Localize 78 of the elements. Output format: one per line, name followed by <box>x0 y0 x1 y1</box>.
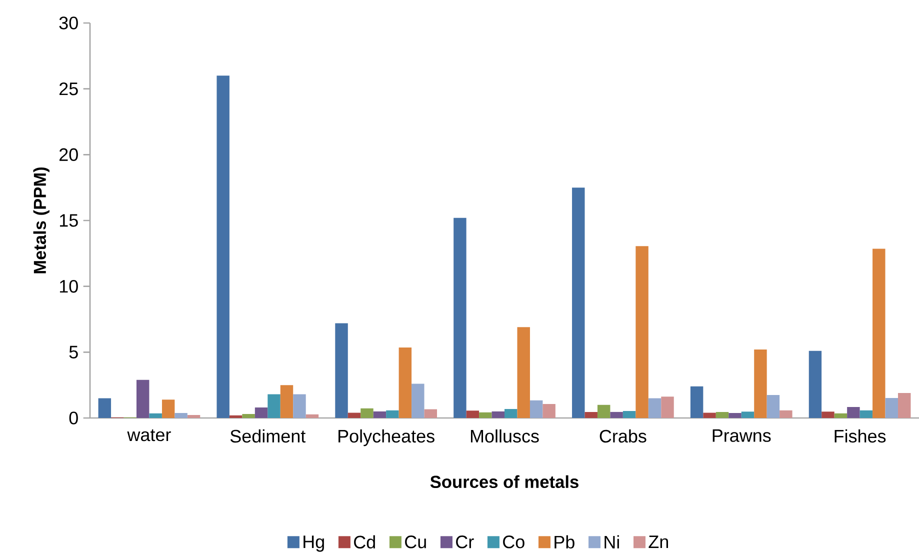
legend-label: Pb <box>554 535 574 549</box>
legend-label: Ni <box>604 535 619 548</box>
x-tick-label: Molluscs <box>470 429 539 443</box>
y-tick-label: 0 <box>69 412 78 424</box>
bar <box>542 404 556 418</box>
bar <box>280 385 294 418</box>
bar <box>398 348 412 418</box>
bar <box>162 400 175 418</box>
bar <box>424 409 438 418</box>
bar <box>242 414 255 418</box>
legend-label: Cd <box>354 535 375 549</box>
bar <box>335 323 348 418</box>
x-tick-label: Prawns <box>712 429 771 442</box>
bar <box>822 412 834 418</box>
bar <box>229 415 242 418</box>
bar <box>741 412 754 418</box>
bar <box>766 394 780 418</box>
bar <box>187 414 200 418</box>
bar <box>348 412 361 418</box>
bar <box>610 412 623 418</box>
y-tick-label: 30 <box>59 16 78 30</box>
bar <box>885 398 898 418</box>
bar <box>661 396 674 418</box>
bar <box>517 327 530 418</box>
bar <box>454 218 466 418</box>
bar <box>373 411 386 418</box>
bar <box>872 248 886 418</box>
bar <box>572 188 585 418</box>
bar <box>780 410 792 418</box>
bar <box>136 380 150 418</box>
x-tick-label: Sediment <box>230 429 306 443</box>
bar <box>808 350 822 418</box>
bar <box>254 407 268 418</box>
bar <box>174 412 188 418</box>
bar <box>622 411 636 418</box>
y-tick-label: 15 <box>60 214 78 227</box>
bar <box>703 412 716 418</box>
bar <box>898 392 911 418</box>
bar <box>716 412 729 418</box>
bar <box>530 400 543 418</box>
legend-label: Co <box>503 536 524 548</box>
y-tick-label: 25 <box>60 82 78 96</box>
bar <box>860 410 873 418</box>
bar <box>149 413 162 418</box>
bar <box>584 412 598 418</box>
y-tick-label: 5 <box>69 346 78 358</box>
x-tick-label: Fishes <box>834 429 886 443</box>
legend-label: Hg <box>304 536 324 552</box>
bar <box>306 414 319 418</box>
x-tick-label: Polycheates <box>338 429 434 446</box>
y-tick-label: 10 <box>60 280 78 293</box>
bar <box>386 410 399 418</box>
bar <box>98 398 112 418</box>
bar <box>268 394 280 418</box>
bar <box>293 394 306 418</box>
bar <box>216 76 230 418</box>
x-tick-label: Crabs <box>600 429 646 443</box>
legend-label: Cu <box>405 536 426 548</box>
bar <box>690 386 704 418</box>
y-tick-label: 20 <box>60 148 78 162</box>
x-axis-title: Sources of metals <box>430 475 578 488</box>
legend-label: Zn <box>648 536 668 548</box>
bar <box>466 410 480 418</box>
bar <box>479 412 492 418</box>
x-tick-label: water <box>127 429 171 442</box>
bar <box>360 408 374 418</box>
bar <box>754 350 767 418</box>
y-axis-title: Metals (PPM) <box>33 167 50 274</box>
bar <box>504 409 518 418</box>
bar <box>834 413 848 418</box>
bar <box>597 404 610 418</box>
bar <box>728 412 742 418</box>
bar <box>412 384 424 418</box>
bar <box>492 411 505 418</box>
bar <box>636 246 648 418</box>
bar <box>648 398 662 418</box>
bar <box>847 406 860 418</box>
legend-label: Cr <box>456 536 474 548</box>
